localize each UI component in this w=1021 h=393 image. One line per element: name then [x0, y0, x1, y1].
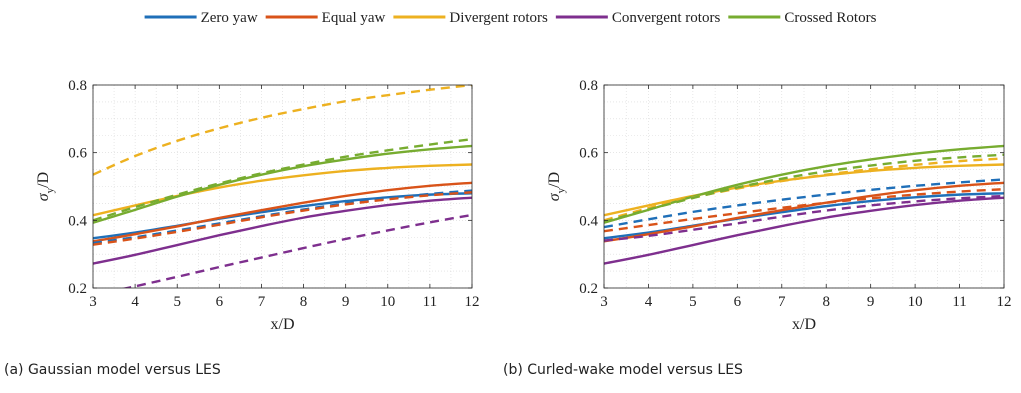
y-tick-label: 0.6 — [579, 146, 598, 162]
series-line-solid-1 — [93, 181, 472, 243]
x-tick-label: 11 — [952, 294, 966, 310]
x-tick-label: 11 — [423, 294, 437, 310]
y-axis-label-suffix: /D — [546, 172, 563, 188]
y-axis-label-subscript: y — [44, 187, 56, 193]
x-tick-label: 12 — [465, 294, 480, 310]
y-tick-label: 0.6 — [68, 146, 87, 162]
x-tick-label: 3 — [600, 294, 608, 310]
x-axis-label: x/D — [271, 316, 295, 333]
x-tick-label: 12 — [997, 294, 1012, 310]
x-tick-label: 5 — [689, 294, 697, 310]
x-tick-label: 8 — [300, 294, 308, 310]
y-axis-label-subscript: y — [555, 187, 567, 193]
series-line-dashed-3 — [604, 194, 1004, 242]
y-axis-label: σy/D — [546, 172, 567, 201]
y-tick-label: 0.4 — [68, 213, 87, 229]
x-tick-label: 6 — [734, 294, 742, 310]
y-tick-label: 0.2 — [68, 281, 87, 297]
x-tick-label: 7 — [778, 294, 786, 310]
axes-box — [603, 84, 1005, 289]
legend-label: Convergent rotors — [612, 10, 721, 26]
x-tick-label: 9 — [342, 294, 350, 310]
legend-label: Crossed Rotors — [784, 10, 876, 26]
series-line-solid-3 — [604, 196, 1004, 265]
series-line-dashed-2 — [93, 85, 472, 176]
legend: Zero yaw Equal yaw Divergent rotors Converg… — [144, 10, 877, 26]
x-tick-label: 8 — [822, 294, 830, 310]
x-tick-label: 5 — [173, 294, 181, 310]
series-group — [93, 85, 472, 288]
y-axis-label: σy/D — [35, 172, 56, 201]
series-line-dashed-0 — [604, 178, 1004, 229]
axes-box — [92, 84, 473, 289]
series-line-dashed-1 — [604, 188, 1004, 233]
y-tick-label: 0.2 — [579, 281, 598, 297]
panel-curled-wake: 3 4 5 6 7 8 9 10 11 12 0.2 0.4 0.6 0.8 x/D σy/D (b) Curl… — [503, 78, 1012, 378]
panel-gaussian: 3 4 5 6 7 8 9 10 11 12 0.2 0.4 0.6 0.8 x/D σy/D (a) Gaus… — [4, 78, 480, 378]
y-tick-label: 0.8 — [68, 78, 87, 94]
series-group — [604, 144, 1004, 265]
x-axis-label: x/D — [792, 316, 816, 333]
legend-label: Divergent rotors — [449, 10, 548, 26]
y-axis-label-suffix: /D — [35, 172, 52, 188]
series-line-dashed-3 — [121, 213, 472, 288]
x-tick-label: 6 — [216, 294, 224, 310]
series-line-solid-4 — [93, 144, 472, 224]
x-tick-label: 10 — [380, 294, 395, 310]
series-line-dashed-2 — [604, 157, 1004, 222]
y-tick-label: 0.8 — [579, 78, 598, 94]
x-tick-label: 10 — [908, 294, 923, 310]
x-tick-label: 4 — [131, 294, 139, 310]
series-line-dashed-4 — [93, 137, 472, 222]
y-axis-label-symbol: σ — [35, 192, 52, 201]
series-line-solid-3 — [93, 196, 472, 265]
x-tick-label: 3 — [89, 294, 97, 310]
legend-label: Equal yaw — [322, 10, 386, 26]
series-line-dashed-1 — [93, 191, 472, 246]
x-tick-label: 7 — [258, 294, 266, 310]
x-tick-label: 9 — [867, 294, 875, 310]
legend-label: Zero yaw — [201, 10, 258, 26]
y-axis-label-symbol: σ — [546, 192, 563, 201]
series-line-solid-2 — [604, 163, 1004, 217]
panel-caption: (b) Curled-wake model versus LES — [503, 362, 743, 378]
y-tick-label: 0.4 — [579, 213, 598, 229]
panel-caption: (a) Gaussian model versus LES — [4, 362, 221, 378]
x-tick-label: 4 — [645, 294, 653, 310]
